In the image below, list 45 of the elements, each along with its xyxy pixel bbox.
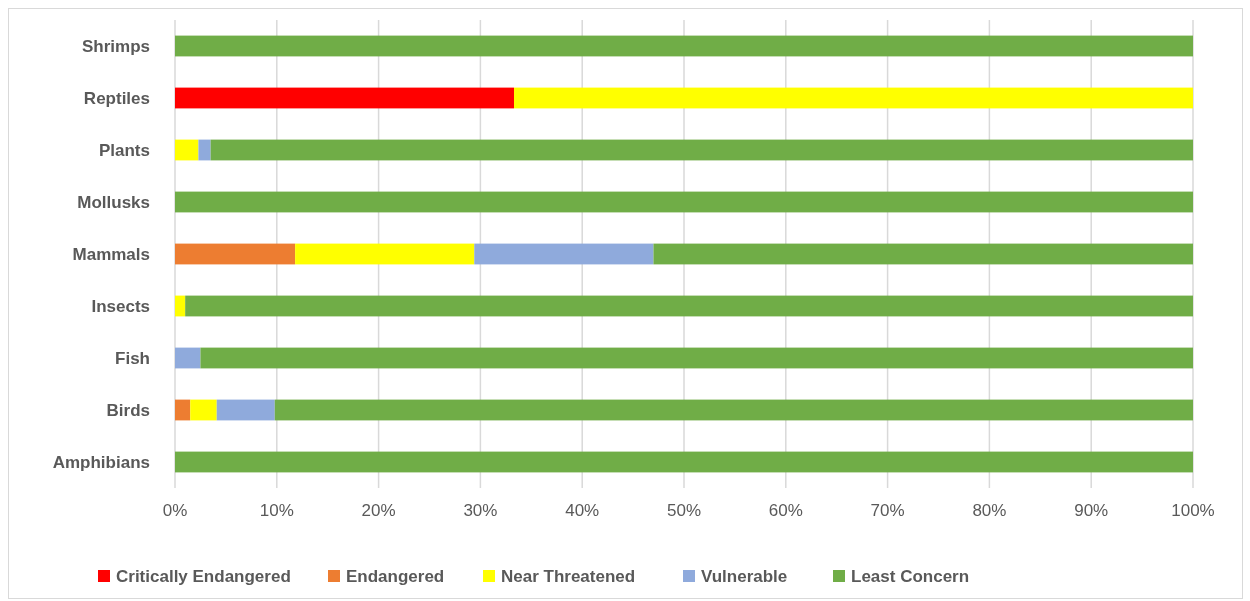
bar (513, 87, 1193, 109)
bar (210, 139, 1193, 161)
y-tick-label: Fish (115, 348, 150, 368)
bar (200, 347, 1193, 369)
bar (274, 399, 1193, 421)
x-tick-label: 0% (162, 501, 188, 520)
bar (175, 191, 1193, 213)
y-tick-label: Plants (98, 140, 150, 160)
legend-label: Critically Endangered (116, 566, 291, 586)
bar (175, 451, 1193, 473)
y-tick-label: Birds (106, 400, 150, 420)
bar (216, 399, 275, 421)
legend-label: Near Threatened (501, 566, 636, 586)
x-tick-label: 10% (259, 501, 294, 520)
bar (653, 243, 1193, 265)
bar (175, 347, 201, 369)
x-tick-label: 100% (1171, 501, 1215, 520)
x-tick-label: 70% (870, 501, 905, 520)
y-tick-label: Reptiles (83, 88, 150, 108)
legend-label: Endangered (346, 566, 445, 586)
bar (198, 139, 211, 161)
x-tick-label: 30% (463, 501, 498, 520)
x-tick-label: 80% (972, 501, 1007, 520)
legend-label: Least Concern (851, 566, 970, 586)
x-tick-label: 50% (666, 501, 702, 520)
x-tick-label: 20% (361, 501, 396, 520)
bar (175, 87, 514, 109)
bar (295, 243, 475, 265)
x-tick-label: 40% (565, 501, 600, 520)
bar (175, 295, 186, 317)
bar (175, 399, 191, 421)
bar (175, 243, 296, 265)
bar (175, 35, 1193, 57)
legend-label: Vulnerable (701, 566, 788, 586)
y-tick-label: Mollusks (77, 192, 150, 212)
x-tick-label: 90% (1074, 501, 1109, 520)
bar (474, 243, 654, 265)
x-tick-label: 60% (768, 501, 803, 520)
y-tick-label: Amphibians (52, 452, 150, 472)
bar (190, 399, 217, 421)
y-tick-label: Mammals (72, 244, 150, 264)
bar (185, 295, 1193, 317)
y-tick-label: Shrimps (81, 36, 150, 56)
y-tick-label: Insects (91, 296, 150, 316)
bar (175, 139, 199, 161)
